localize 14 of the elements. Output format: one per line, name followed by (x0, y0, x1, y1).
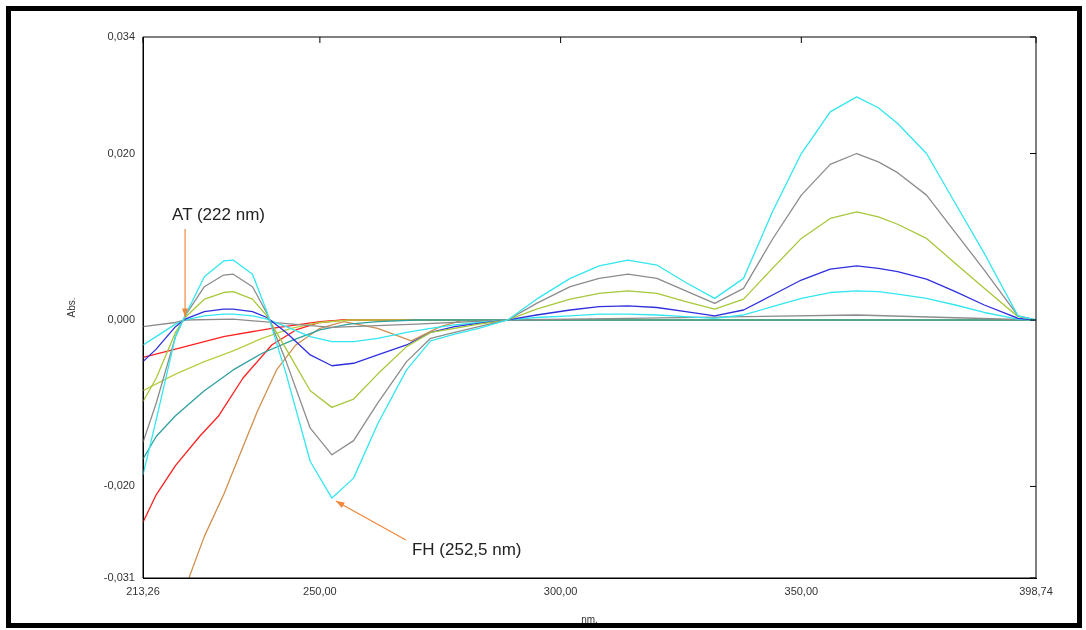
x-tick-label: 300,00 (543, 584, 578, 597)
y-tick-label: -0,031 (103, 571, 135, 584)
annotation: FH (252,5 nm) (411, 539, 522, 559)
x-tick-label: 398,74 (1019, 584, 1053, 597)
x-tick-label: 213,26 (126, 584, 160, 597)
x-axis-title: nm. (581, 613, 598, 625)
annotation: AT (222 nm) (172, 204, 265, 224)
y-tick-label: -0,020 (103, 479, 135, 492)
x-tick-label: 350,00 (784, 584, 819, 597)
y-tick-label: 0,020 (107, 146, 135, 159)
x-tick-label: 250,00 (303, 584, 337, 597)
y-axis-title: Abs. (65, 297, 77, 318)
y-tick-label: 0,034 (107, 30, 135, 43)
y-tick-label: 0,000 (107, 313, 135, 326)
